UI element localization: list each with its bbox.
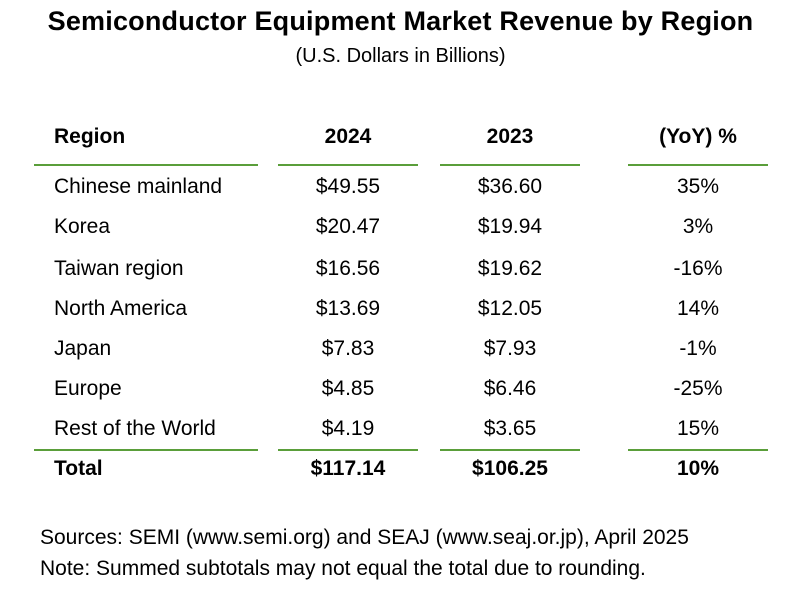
row-2023: $12.05: [477, 297, 543, 320]
total-label: Total: [54, 457, 103, 480]
total-rule-region: [34, 449, 258, 451]
row-2023: $7.93: [483, 337, 537, 360]
total-rule-yoy: [628, 449, 768, 451]
row-yoy: 3%: [682, 215, 714, 238]
header-rule-region: [34, 164, 258, 166]
row-region: Rest of the World: [54, 417, 216, 440]
row-2024: $13.69: [315, 297, 381, 320]
table-header-yoy: (YoY) %: [659, 125, 737, 148]
row-2024: $4.85: [321, 377, 375, 400]
row-2023: $19.62: [477, 257, 543, 280]
rounding-note: Note: Summed subtotals may not equal the…: [40, 557, 646, 580]
row-region: Taiwan region: [54, 257, 184, 280]
row-yoy: 15%: [676, 417, 720, 440]
row-2023: $19.94: [477, 215, 543, 238]
total-yoy: 10%: [676, 457, 720, 480]
row-2024: $7.83: [321, 337, 375, 360]
row-yoy: 35%: [676, 175, 720, 198]
row-2024: $16.56: [315, 257, 381, 280]
row-yoy: -1%: [679, 337, 717, 360]
row-region: North America: [54, 297, 188, 320]
table-header-2023: 2023: [486, 125, 534, 148]
row-yoy: -16%: [673, 257, 723, 280]
table-header-2024: 2024: [324, 125, 372, 148]
row-region: Europe: [54, 377, 122, 400]
row-region: Chinese mainland: [54, 175, 223, 198]
row-2023: $36.60: [477, 175, 543, 198]
row-2024: $4.19: [321, 417, 375, 440]
header-rule-2024: [278, 164, 418, 166]
table-header-region: Region: [54, 125, 126, 148]
row-2023: $6.46: [483, 377, 537, 400]
total-2024: $117.14: [310, 457, 386, 480]
row-region: Japan: [54, 337, 112, 360]
row-region: Korea: [54, 215, 111, 238]
row-2024: $49.55: [315, 175, 381, 198]
row-2023: $3.65: [483, 417, 537, 440]
row-yoy: -25%: [673, 377, 723, 400]
total-rule-2023: [440, 449, 580, 451]
row-2024: $20.47: [315, 215, 381, 238]
header-rule-2023: [440, 164, 580, 166]
total-2023: $106.25: [472, 457, 548, 480]
total-rule-2024: [278, 449, 418, 451]
header-rule-yoy: [628, 164, 768, 166]
page-subtitle: (U.S. Dollars in Billions): [295, 45, 506, 67]
page-title: Semiconductor Equipment Market Revenue b…: [47, 6, 754, 36]
sources-note: Sources: SEMI (www.semi.org) and SEAJ (w…: [40, 526, 689, 549]
row-yoy: 14%: [676, 297, 720, 320]
